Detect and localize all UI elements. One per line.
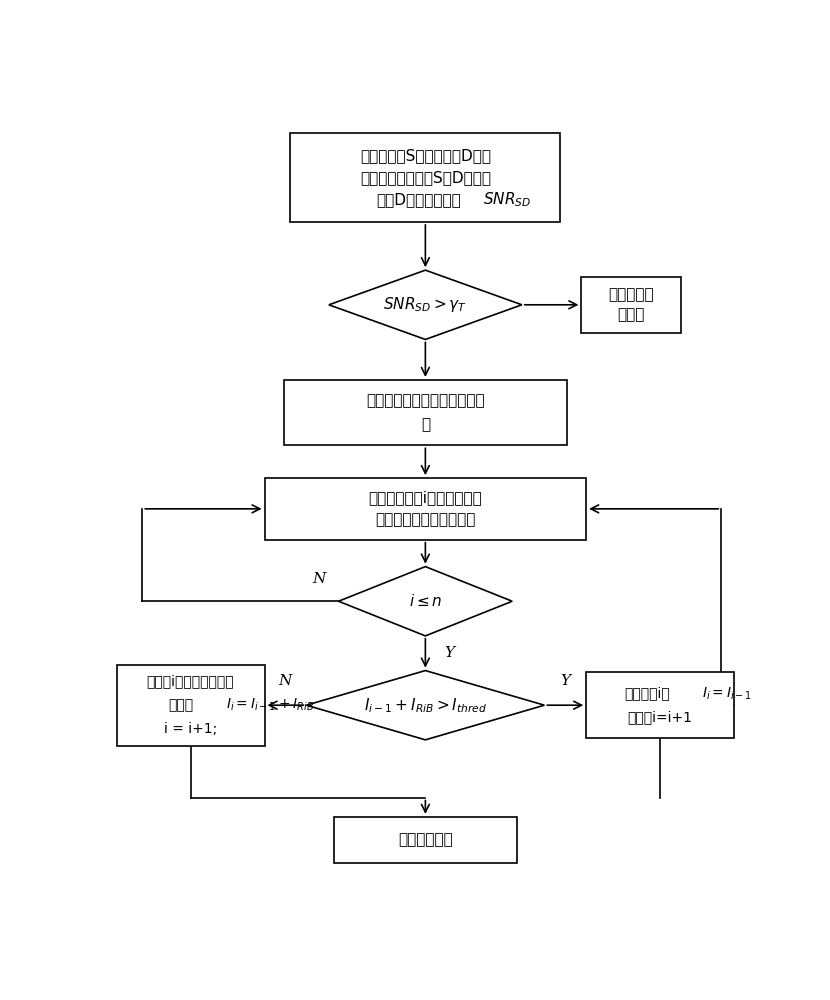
- Text: 丢弃节点i，: 丢弃节点i，: [624, 686, 670, 700]
- Text: N: N: [312, 572, 325, 586]
- Text: $I_i = I_{i-1}$: $I_i = I_{i-1}$: [702, 685, 752, 702]
- Text: 集合，: 集合，: [168, 698, 193, 712]
- Text: 序: 序: [421, 417, 430, 432]
- Polygon shape: [329, 270, 522, 339]
- Text: 信时D的接收信噪比: 信时D的接收信噪比: [377, 193, 461, 208]
- Bar: [581, 277, 681, 333]
- Bar: [334, 817, 517, 863]
- Bar: [290, 133, 560, 222]
- Text: 利用源节点S向目的节点D发送: 利用源节点S向目的节点D发送: [360, 148, 491, 163]
- Bar: [284, 380, 567, 445]
- Text: 不变，i=i+1: 不变，i=i+1: [627, 710, 693, 724]
- Text: $I_i = I_{i-1} + I_{RiB}$: $I_i = I_{i-1} + I_{RiB}$: [226, 697, 314, 713]
- Text: $SNR_{SD} > \gamma_T$: $SNR_{SD} > \gamma_T$: [383, 295, 467, 314]
- Text: 的测试信号估算出S与D之间通: 的测试信号估算出S与D之间通: [360, 170, 491, 185]
- Bar: [265, 478, 586, 540]
- Text: 依次判断节点i检查是否满足: 依次判断节点i检查是否满足: [369, 490, 482, 505]
- Text: $I_{i-1} + I_{RiB} > I_{thred}$: $I_{i-1} + I_{RiB} > I_{thred}$: [364, 696, 487, 715]
- Text: 基站的干扰阈值条件限制: 基站的干扰阈值条件限制: [375, 512, 476, 527]
- Text: 接通信: 接通信: [618, 307, 645, 322]
- Text: Y: Y: [560, 674, 570, 688]
- Polygon shape: [306, 671, 544, 740]
- Text: i = i+1;: i = i+1;: [164, 722, 217, 736]
- Text: 按照优先级对所有中继进行排: 按照优先级对所有中继进行排: [366, 393, 485, 408]
- Text: 将节点i添加到可选中继: 将节点i添加到可选中继: [147, 674, 234, 688]
- Bar: [586, 672, 735, 738]
- Text: $i \leq n$: $i \leq n$: [408, 593, 442, 609]
- Text: N: N: [279, 674, 292, 688]
- Text: Y: Y: [445, 646, 455, 660]
- Polygon shape: [339, 567, 512, 636]
- Text: 无需中继直: 无需中继直: [608, 287, 654, 302]
- Bar: [116, 665, 265, 746]
- Text: 中继选择结束: 中继选择结束: [398, 832, 452, 847]
- Text: $SNR_{SD}$: $SNR_{SD}$: [483, 191, 531, 209]
